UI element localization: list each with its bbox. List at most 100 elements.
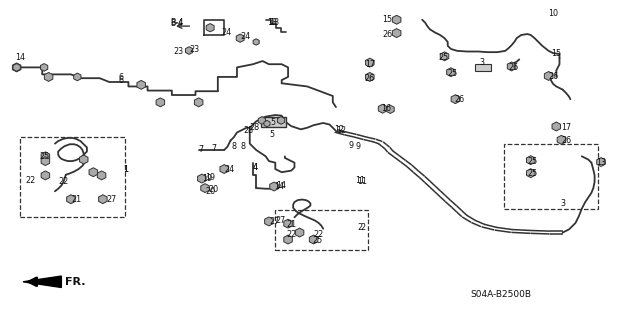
- Polygon shape: [41, 171, 50, 180]
- Polygon shape: [557, 135, 566, 144]
- Bar: [260, 117, 286, 127]
- Polygon shape: [264, 121, 270, 127]
- Bar: [275, 210, 368, 250]
- Text: 26: 26: [454, 95, 464, 104]
- Text: 3: 3: [479, 58, 484, 67]
- Text: 26: 26: [561, 136, 572, 145]
- Polygon shape: [12, 63, 21, 72]
- Polygon shape: [527, 156, 535, 165]
- Text: 5: 5: [269, 130, 274, 138]
- Polygon shape: [13, 63, 20, 71]
- Text: 19: 19: [205, 174, 215, 182]
- Bar: [20, 137, 125, 217]
- Polygon shape: [74, 73, 81, 81]
- Text: 17: 17: [561, 123, 572, 132]
- Text: 7: 7: [211, 144, 216, 153]
- Polygon shape: [295, 228, 304, 237]
- Polygon shape: [156, 98, 164, 107]
- Polygon shape: [447, 68, 455, 77]
- Text: 11: 11: [355, 176, 365, 185]
- Text: 28: 28: [250, 122, 260, 132]
- Bar: [504, 144, 598, 209]
- Text: 26: 26: [365, 74, 375, 83]
- Text: 17: 17: [365, 60, 375, 69]
- Polygon shape: [552, 122, 561, 131]
- Polygon shape: [195, 98, 203, 107]
- Text: 8: 8: [232, 142, 237, 151]
- Text: 23: 23: [173, 47, 183, 56]
- Text: 5: 5: [270, 117, 275, 127]
- Text: 7: 7: [198, 145, 204, 154]
- Text: 6: 6: [119, 76, 124, 85]
- Text: 13: 13: [596, 158, 606, 167]
- Text: 22: 22: [287, 230, 297, 239]
- Text: 14: 14: [15, 53, 25, 62]
- Text: 20: 20: [208, 185, 218, 194]
- Polygon shape: [545, 71, 553, 80]
- Polygon shape: [527, 169, 535, 178]
- Text: 20: 20: [205, 187, 215, 196]
- Text: 21: 21: [287, 220, 297, 229]
- Text: 3: 3: [561, 199, 566, 208]
- Text: 28: 28: [243, 126, 253, 135]
- Polygon shape: [137, 80, 145, 89]
- Polygon shape: [265, 217, 273, 226]
- Polygon shape: [365, 72, 374, 81]
- Text: 22: 22: [58, 177, 68, 186]
- Polygon shape: [392, 29, 401, 38]
- Text: 2: 2: [360, 223, 365, 232]
- Text: 22: 22: [25, 176, 35, 185]
- Text: B-4: B-4: [170, 19, 182, 28]
- Text: 15: 15: [383, 15, 393, 24]
- Polygon shape: [79, 155, 88, 164]
- Text: 18: 18: [268, 18, 278, 27]
- Text: 26: 26: [548, 72, 559, 81]
- Text: 9: 9: [355, 142, 360, 151]
- Polygon shape: [253, 39, 259, 45]
- Text: 18: 18: [269, 19, 279, 27]
- Text: 1: 1: [124, 165, 128, 174]
- Polygon shape: [596, 158, 605, 167]
- Polygon shape: [99, 195, 107, 204]
- Text: 9: 9: [349, 141, 354, 150]
- Polygon shape: [365, 58, 374, 67]
- Text: 4: 4: [253, 163, 258, 172]
- Polygon shape: [392, 15, 401, 24]
- Text: 25: 25: [312, 236, 323, 245]
- Text: B-4: B-4: [170, 19, 183, 27]
- Text: 25: 25: [527, 157, 537, 166]
- Text: 15: 15: [551, 48, 561, 58]
- Polygon shape: [41, 152, 50, 161]
- Polygon shape: [440, 52, 449, 61]
- Polygon shape: [220, 165, 228, 174]
- Polygon shape: [89, 168, 97, 177]
- Text: 25: 25: [448, 69, 458, 78]
- Polygon shape: [186, 47, 193, 54]
- Polygon shape: [67, 195, 76, 204]
- Text: 2: 2: [357, 223, 362, 232]
- Polygon shape: [378, 104, 387, 113]
- Text: 12: 12: [334, 124, 344, 134]
- Text: 25: 25: [527, 169, 537, 178]
- Text: 10: 10: [548, 9, 558, 18]
- Polygon shape: [387, 105, 394, 114]
- Text: 23: 23: [189, 45, 199, 55]
- Bar: [475, 64, 491, 70]
- Text: 14: 14: [274, 182, 284, 191]
- Text: 22: 22: [314, 230, 324, 239]
- Text: 26: 26: [508, 63, 518, 72]
- Text: 6: 6: [119, 73, 124, 82]
- Text: 1: 1: [124, 165, 128, 174]
- Polygon shape: [206, 24, 214, 32]
- Text: 4: 4: [253, 163, 258, 172]
- Polygon shape: [258, 117, 266, 124]
- Text: 25: 25: [39, 152, 49, 161]
- Polygon shape: [40, 63, 48, 71]
- Text: 19: 19: [202, 174, 212, 183]
- Text: 11: 11: [357, 177, 367, 186]
- Polygon shape: [97, 171, 106, 180]
- Text: 27: 27: [106, 195, 116, 204]
- Polygon shape: [284, 219, 292, 228]
- Text: 26: 26: [383, 30, 393, 39]
- Text: 25: 25: [438, 53, 449, 62]
